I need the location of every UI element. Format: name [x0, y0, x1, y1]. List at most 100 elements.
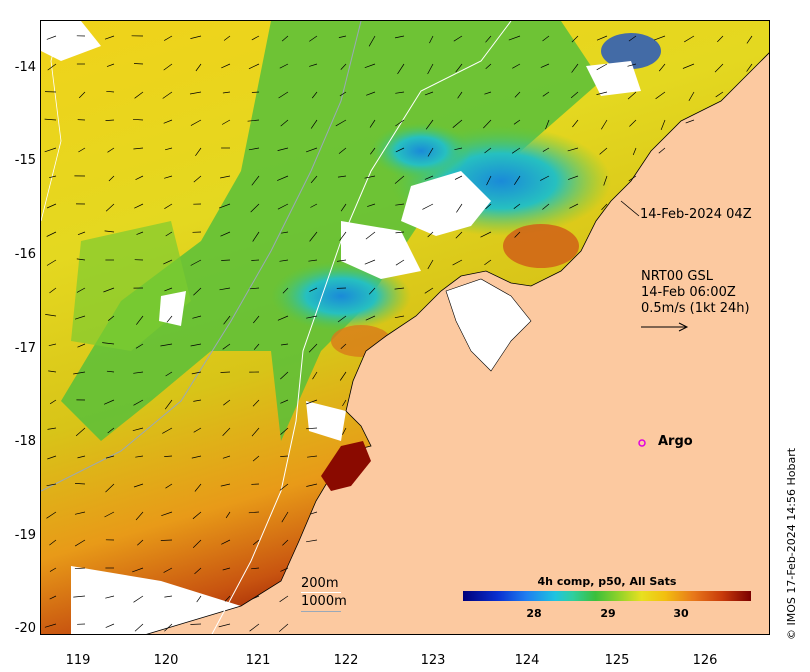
current-vector	[596, 35, 608, 41]
current-vector	[277, 315, 289, 321]
x-tick-label: 119	[65, 653, 91, 668]
current-vector	[189, 91, 202, 95]
current-vector	[306, 539, 318, 543]
current-vector	[540, 175, 550, 181]
current-vector	[427, 259, 434, 270]
current-vector	[105, 455, 115, 459]
coastal-shallows	[445, 278, 532, 372]
current-vector	[190, 119, 202, 126]
current-vector	[160, 343, 173, 347]
current-vector	[542, 35, 550, 42]
y-tick-label: -20	[14, 621, 36, 636]
current-vector	[628, 35, 637, 42]
current-vector	[629, 119, 637, 127]
map-frame[interactable]	[40, 20, 770, 635]
current-vector	[601, 119, 608, 130]
current-vector	[337, 175, 347, 178]
current-vector	[628, 175, 637, 182]
colorbar-title: 4h comp, p50, All Sats	[537, 575, 677, 588]
current-vector	[134, 91, 144, 99]
current-vector	[514, 91, 521, 98]
current-vector	[455, 231, 463, 239]
sst-warm-patch-1	[503, 224, 579, 268]
current-vector	[132, 118, 144, 121]
current-vector	[190, 623, 202, 625]
current-vector	[73, 595, 86, 598]
current-vector	[74, 483, 86, 485]
current-vector	[682, 63, 695, 69]
current-vector	[312, 371, 318, 380]
current-vector	[192, 539, 202, 549]
current-vector	[394, 287, 405, 290]
current-vector	[46, 203, 57, 209]
current-vector	[252, 539, 260, 546]
current-vector	[194, 567, 202, 575]
current-vector	[339, 231, 347, 241]
current-vector	[311, 91, 318, 99]
y-tick-label: -16	[14, 247, 36, 262]
current-vector	[365, 231, 376, 240]
current-vector	[133, 371, 144, 374]
current-vector	[364, 259, 376, 265]
cloud-gap-5	[159, 291, 186, 326]
current-vector	[308, 343, 318, 353]
current-vector	[165, 231, 173, 237]
current-vector	[715, 91, 724, 98]
current-vector	[48, 343, 57, 347]
current-vector	[655, 91, 666, 100]
current-vector	[47, 455, 57, 460]
current-vector	[220, 231, 231, 237]
current-vector	[164, 175, 173, 179]
current-vector	[253, 343, 260, 350]
current-vector	[161, 511, 173, 517]
current-vector	[190, 35, 202, 39]
x-tick-label: 126	[692, 653, 718, 668]
current-vector	[307, 455, 318, 458]
current-vector	[310, 175, 318, 184]
current-vector	[133, 595, 144, 603]
current-vector	[107, 147, 115, 153]
current-vector	[104, 35, 115, 40]
current-vector	[133, 399, 144, 406]
current-vector	[567, 175, 579, 180]
cloud-gap-3	[71, 566, 241, 634]
current-vector	[49, 567, 57, 572]
x-tick-label: 125	[604, 653, 630, 668]
current-vector	[545, 119, 550, 130]
current-vector	[422, 203, 434, 210]
argo-marker[interactable]	[638, 439, 646, 447]
current-vector	[193, 427, 202, 433]
current-vector	[192, 315, 202, 319]
current-vector	[251, 91, 260, 93]
current-vector	[279, 259, 289, 262]
current-vector	[248, 147, 260, 151]
current-vector	[485, 35, 492, 43]
current-vector	[627, 63, 637, 67]
current-vector	[653, 35, 666, 41]
current-vector	[455, 63, 463, 73]
current-vector	[49, 399, 57, 405]
current-vector	[337, 315, 347, 323]
current-vector	[162, 427, 173, 434]
current-vector	[280, 455, 289, 457]
current-vector	[225, 511, 231, 519]
x-tick-label: 124	[514, 653, 540, 668]
argo-label[interactable]: Argo	[658, 434, 693, 449]
current-vector	[107, 427, 115, 434]
current-vector	[308, 259, 318, 262]
current-vector	[223, 35, 231, 41]
current-vector	[514, 175, 521, 185]
sst-map[interactable]	[41, 21, 770, 635]
y-tick-label: -18	[14, 434, 36, 449]
current-vector	[190, 343, 202, 347]
sst-timestamp: 14-Feb-2024 04Z	[640, 207, 752, 222]
current-vector	[251, 35, 260, 41]
current-vector	[280, 343, 289, 346]
current-vector	[424, 91, 434, 96]
contour-1000m-label: 1000m	[301, 594, 347, 609]
current-vector	[193, 287, 202, 296]
current-vector	[512, 63, 521, 69]
current-vector	[599, 147, 608, 155]
current-vector	[251, 567, 260, 570]
current-vector	[166, 315, 173, 323]
